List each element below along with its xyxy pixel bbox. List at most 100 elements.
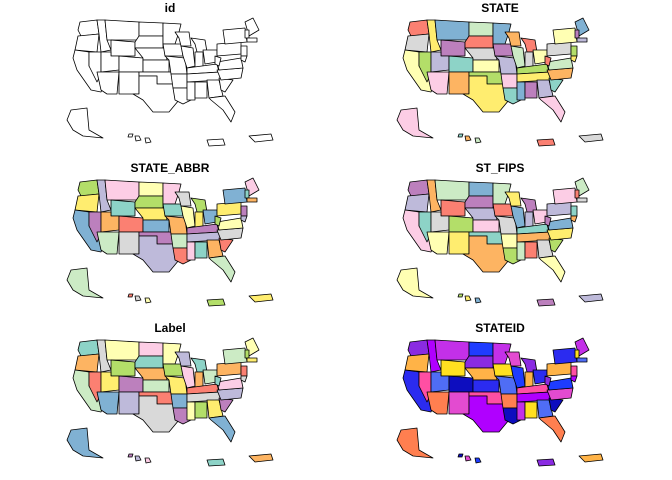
state-shape — [576, 357, 588, 363]
state-shape — [240, 205, 248, 217]
state-shape — [208, 415, 236, 443]
territory-shape — [134, 135, 142, 142]
state-shape — [104, 179, 140, 201]
panel-state-abbr: STATE_ABBR — [35, 160, 305, 320]
state-shape — [214, 375, 222, 387]
state-shape — [426, 71, 450, 95]
state-shape — [546, 201, 572, 217]
state-shape — [434, 19, 470, 41]
state-shape — [162, 182, 182, 205]
state-shape — [74, 193, 100, 213]
state-shape — [510, 205, 526, 229]
state-shape — [434, 179, 470, 201]
state-shape — [464, 35, 494, 49]
panel-state: STATE — [365, 0, 635, 160]
panel-stateid: STATEID — [365, 320, 635, 480]
state-shape — [516, 401, 526, 421]
state-shape — [502, 407, 522, 425]
territory-shape — [536, 458, 556, 467]
state-shape — [468, 341, 494, 357]
territory-shape — [66, 427, 104, 459]
state-shape — [552, 347, 578, 365]
territory-shape — [127, 133, 134, 138]
state-shape — [524, 371, 534, 389]
state-shape — [186, 81, 196, 101]
state-shape — [440, 359, 466, 377]
state-shape — [544, 215, 552, 227]
state-shape — [544, 55, 552, 67]
state-shape — [222, 27, 248, 45]
state-shape — [216, 361, 242, 377]
state-shape — [404, 353, 430, 373]
state-shape — [170, 233, 188, 249]
state-shape — [110, 39, 136, 57]
state-shape — [138, 21, 164, 37]
state-shape — [552, 187, 578, 205]
state-shape — [104, 19, 140, 41]
state-shape — [244, 349, 250, 359]
state-shape — [77, 179, 100, 197]
state-shape — [404, 193, 430, 213]
state-shape — [426, 231, 450, 255]
territory-shape — [464, 135, 472, 142]
state-shape — [552, 27, 578, 45]
territory-shape — [578, 293, 604, 303]
state-shape — [110, 199, 136, 217]
state-shape — [194, 211, 204, 229]
us-states-map — [396, 177, 604, 307]
us-states-map — [396, 337, 604, 467]
state-shape — [216, 57, 244, 71]
state-shape — [504, 351, 522, 367]
state-shape — [502, 87, 522, 105]
state-shape — [500, 233, 518, 249]
state-shape — [170, 73, 188, 89]
territory-shape — [248, 453, 274, 463]
state-shape — [448, 215, 474, 233]
territory-shape — [474, 297, 482, 304]
state-shape — [407, 19, 430, 37]
state-shape — [162, 43, 184, 57]
state-shape — [240, 45, 248, 57]
state-shape — [134, 195, 164, 209]
state-shape — [570, 205, 578, 217]
state-shape — [244, 29, 250, 39]
state-shape — [138, 181, 164, 197]
state-shape — [426, 391, 450, 415]
territory-shape — [144, 457, 152, 464]
state-shape — [172, 407, 192, 425]
state-shape — [246, 197, 258, 203]
state-shape — [180, 45, 196, 69]
state-shape — [570, 365, 578, 377]
state-shape — [186, 401, 196, 421]
us-states-map — [66, 177, 274, 307]
state-shape — [96, 231, 120, 255]
panel-title: STATE_ABBR — [130, 161, 210, 175]
state-shape — [472, 219, 500, 233]
state-shape — [162, 342, 182, 365]
state-shape — [504, 191, 522, 207]
state-shape — [240, 365, 248, 377]
state-shape — [504, 31, 522, 47]
state-shape — [434, 339, 470, 361]
state-shape — [546, 377, 574, 391]
territory-shape — [457, 133, 464, 138]
state-shape — [492, 342, 512, 365]
state-shape — [464, 355, 494, 369]
state-shape — [574, 29, 580, 39]
territory-shape — [134, 455, 142, 462]
state-shape — [407, 339, 430, 357]
state-shape — [468, 21, 494, 37]
territory-shape — [396, 427, 434, 459]
state-shape — [172, 247, 192, 265]
panel-title: id — [164, 1, 176, 15]
territory-shape — [474, 457, 482, 464]
state-shape — [96, 71, 120, 95]
territory-shape — [206, 298, 226, 307]
state-shape — [132, 235, 180, 273]
state-shape — [194, 401, 208, 419]
state-shape — [576, 197, 588, 203]
state-shape — [118, 55, 144, 73]
territory-shape — [536, 138, 556, 147]
territory-shape — [457, 453, 464, 458]
